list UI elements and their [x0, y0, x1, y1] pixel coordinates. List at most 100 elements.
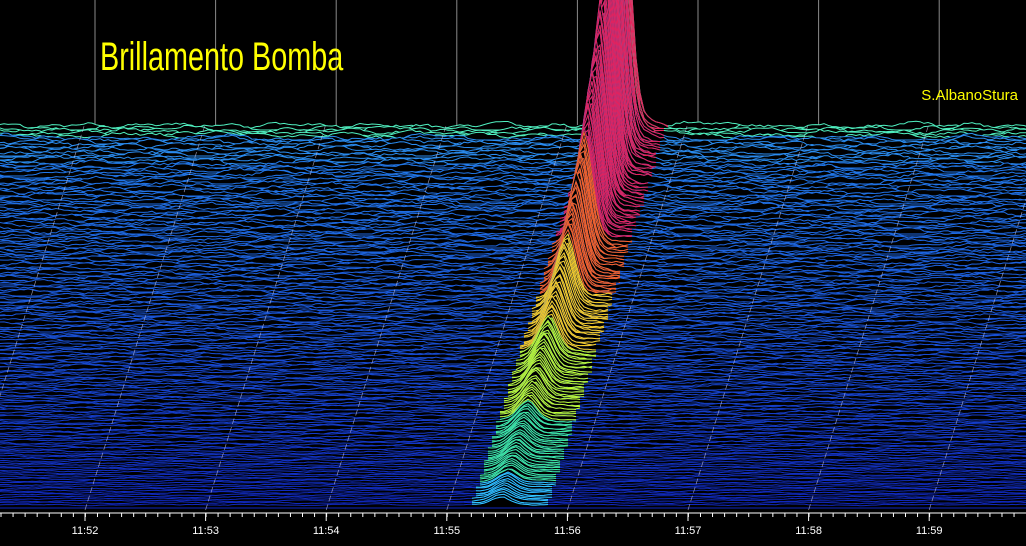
- chart-title: Brillamento Bomba: [100, 34, 344, 79]
- slant-grid-line: [567, 124, 688, 511]
- trace: [0, 130, 1026, 247]
- event-trace: [475, 484, 553, 497]
- event-trace: [539, 212, 617, 285]
- trace: [0, 280, 1026, 333]
- event-trace: [523, 294, 601, 337]
- x-axis: 11:52 11:53 11:54 11:55 11:56 11:57 11:58 11:59: [0, 512, 1026, 537]
- trace: [0, 217, 1026, 291]
- event-trace: [471, 496, 549, 506]
- trace: [0, 0, 1026, 139]
- event-trace: [479, 472, 557, 486]
- event-trace: [495, 405, 573, 427]
- event-trace: [483, 457, 561, 472]
- event-trace: [475, 477, 553, 490]
- event-trace: [483, 448, 561, 464]
- event-trace: [503, 377, 581, 402]
- event-trace: [475, 475, 553, 488]
- trace: [0, 150, 1026, 257]
- trace: [0, 43, 1026, 203]
- event-trace: [483, 455, 561, 471]
- trace: [0, 89, 1026, 225]
- trace: [0, 66, 1026, 215]
- top-grid: [94, 0, 940, 125]
- trace: [0, 294, 1026, 341]
- event-trace: [487, 441, 565, 459]
- trace: [0, 47, 1026, 209]
- waterfall: [0, 0, 1026, 511]
- trace: [0, 25, 1026, 199]
- event-trace: [475, 480, 553, 492]
- trace: [0, 102, 1026, 229]
- event-trace: [491, 422, 569, 440]
- event-trace: [483, 460, 560, 474]
- trace: [0, 238, 1026, 307]
- x-tick-label: 11:52: [72, 525, 99, 537]
- trace: [0, 266, 1026, 319]
- event-trace: [495, 414, 573, 434]
- event-trace: [507, 369, 585, 398]
- x-tick-label: 11:59: [916, 525, 943, 537]
- event-trace: [483, 452, 561, 466]
- trace: [0, 237, 1026, 303]
- event-trace: [471, 491, 549, 502]
- event-trace: [479, 468, 557, 480]
- trace: [0, 255, 1026, 315]
- event-trace: [479, 464, 557, 478]
- event-trace: [495, 416, 573, 436]
- event-trace: [499, 394, 577, 415]
- trace: [0, 0, 1026, 171]
- event-trace: [519, 315, 597, 357]
- trace: [0, 13, 1026, 197]
- event-trace: [519, 309, 597, 351]
- trace: [0, 185, 1026, 275]
- x-tick-label: 11:54: [313, 525, 340, 537]
- event-trace: [507, 362, 584, 391]
- event-trace: [495, 408, 573, 428]
- event-trace: [511, 345, 589, 375]
- trace: [0, 158, 1026, 255]
- event-trace: [523, 294, 601, 343]
- event-trace: [515, 329, 593, 364]
- trace: [0, 58, 1026, 213]
- trace: [0, 245, 1026, 311]
- trace: [0, 143, 1026, 251]
- event-trace: [483, 454, 561, 468]
- event-trace: [492, 420, 569, 438]
- trace: [0, 300, 1026, 347]
- event-trace: [495, 403, 573, 423]
- trace: [0, 0, 1026, 161]
- trace: [0, 55, 1026, 211]
- slant-grid-line: [0, 124, 85, 397]
- event-trace: [519, 321, 597, 360]
- event-trace: [515, 338, 592, 373]
- x-tick-label: 11:58: [795, 525, 822, 537]
- event-trace: [471, 493, 549, 504]
- trace: [0, 159, 1026, 261]
- trace: [0, 113, 1026, 237]
- trace: [0, 219, 1026, 295]
- event-trace: [475, 487, 552, 498]
- event-trace: [479, 462, 557, 476]
- event-trace: [495, 411, 573, 432]
- trace: [0, 243, 1026, 309]
- event-trace: [483, 446, 561, 462]
- event-trace: [499, 391, 577, 414]
- event-trace: [487, 439, 565, 457]
- trace: [0, 154, 1026, 259]
- slant-grid-line: [446, 124, 568, 511]
- trace: [0, 38, 1026, 207]
- event-trace: [487, 436, 565, 452]
- trace: [0, 315, 1026, 359]
- trace: [0, 0, 1026, 141]
- event-trace: [500, 388, 577, 412]
- event-trace: [487, 444, 565, 460]
- event-trace: [491, 429, 569, 447]
- trace: [0, 252, 1026, 313]
- slant-grid-line: [84, 124, 206, 511]
- x-tick-label: 11:53: [192, 525, 219, 537]
- event-trace: [479, 468, 557, 482]
- trace: [0, 103, 1026, 233]
- trace: [0, 95, 1026, 227]
